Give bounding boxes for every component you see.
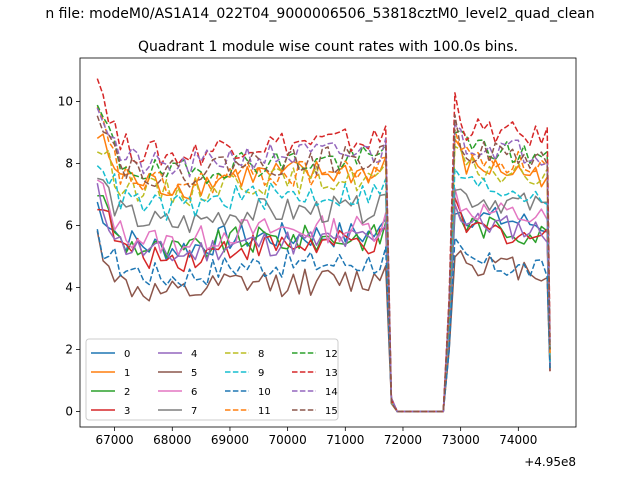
legend-label-9: 9 xyxy=(258,368,264,379)
series-line-10 xyxy=(96,229,551,413)
series-line-15 xyxy=(96,114,551,413)
series-line-8 xyxy=(96,145,551,413)
legend-frame xyxy=(85,338,339,421)
legend-label-1: 1 xyxy=(124,368,130,379)
series-line-9 xyxy=(96,165,551,413)
x-tick-label: 71000 xyxy=(326,433,364,447)
y-tick-label: 0 xyxy=(65,404,73,418)
y-tick-label: 6 xyxy=(65,218,73,232)
legend-label-0: 0 xyxy=(124,349,130,360)
legend-label-8: 8 xyxy=(258,349,264,360)
x-tick-label: 69000 xyxy=(211,433,249,447)
legend-label-7: 7 xyxy=(191,406,197,417)
x-offset-label: +4.95e8 xyxy=(524,455,576,469)
y-tick-label: 4 xyxy=(65,280,73,294)
series-line-13 xyxy=(96,78,551,413)
legend-label-5: 5 xyxy=(191,368,197,379)
legend-label-13: 13 xyxy=(325,368,338,379)
legend-label-2: 2 xyxy=(124,387,130,398)
x-tick-label: 73000 xyxy=(442,433,480,447)
legend-label-15: 15 xyxy=(325,406,338,417)
axes-frame xyxy=(79,57,577,428)
series-lines xyxy=(96,78,551,413)
x-tick-label: 67000 xyxy=(96,433,134,447)
x-axis: 67000 68000 69000 70000 71000 72000 73000 74000 xyxy=(96,427,537,447)
legend-label-14: 14 xyxy=(325,387,338,398)
x-tick-label: 72000 xyxy=(384,433,422,447)
x-tick-label: 70000 xyxy=(269,433,307,447)
legend-label-12: 12 xyxy=(325,349,338,360)
series-line-11 xyxy=(96,106,551,413)
legend-label-10: 10 xyxy=(258,387,271,398)
series-line-4 xyxy=(96,183,551,413)
series-line-12 xyxy=(96,104,551,413)
series-line-3 xyxy=(97,197,551,413)
y-axis: 0 2 4 6 8 10 xyxy=(58,94,80,418)
series-line-14 xyxy=(96,107,551,413)
legend-label-3: 3 xyxy=(124,406,130,417)
y-tick-label: 8 xyxy=(65,156,73,170)
series-line-7 xyxy=(97,177,551,413)
x-tick-label: 68000 xyxy=(153,433,191,447)
legend-label-6: 6 xyxy=(191,387,197,398)
y-tick-label: 10 xyxy=(58,94,73,108)
series-line-6 xyxy=(96,179,551,413)
series-line-5 xyxy=(96,230,551,413)
y-tick-label: 2 xyxy=(65,342,73,356)
figure-suptitle: n file: modeM0/AS1A14_022T04_9000006506_… xyxy=(45,6,594,22)
chart-title: Quadrant 1 module wise count rates with … xyxy=(138,39,518,55)
legend-label-11: 11 xyxy=(258,406,271,417)
x-tick-label: 74000 xyxy=(499,433,537,447)
series-line-1 xyxy=(96,133,551,413)
legend-label-4: 4 xyxy=(191,349,197,360)
